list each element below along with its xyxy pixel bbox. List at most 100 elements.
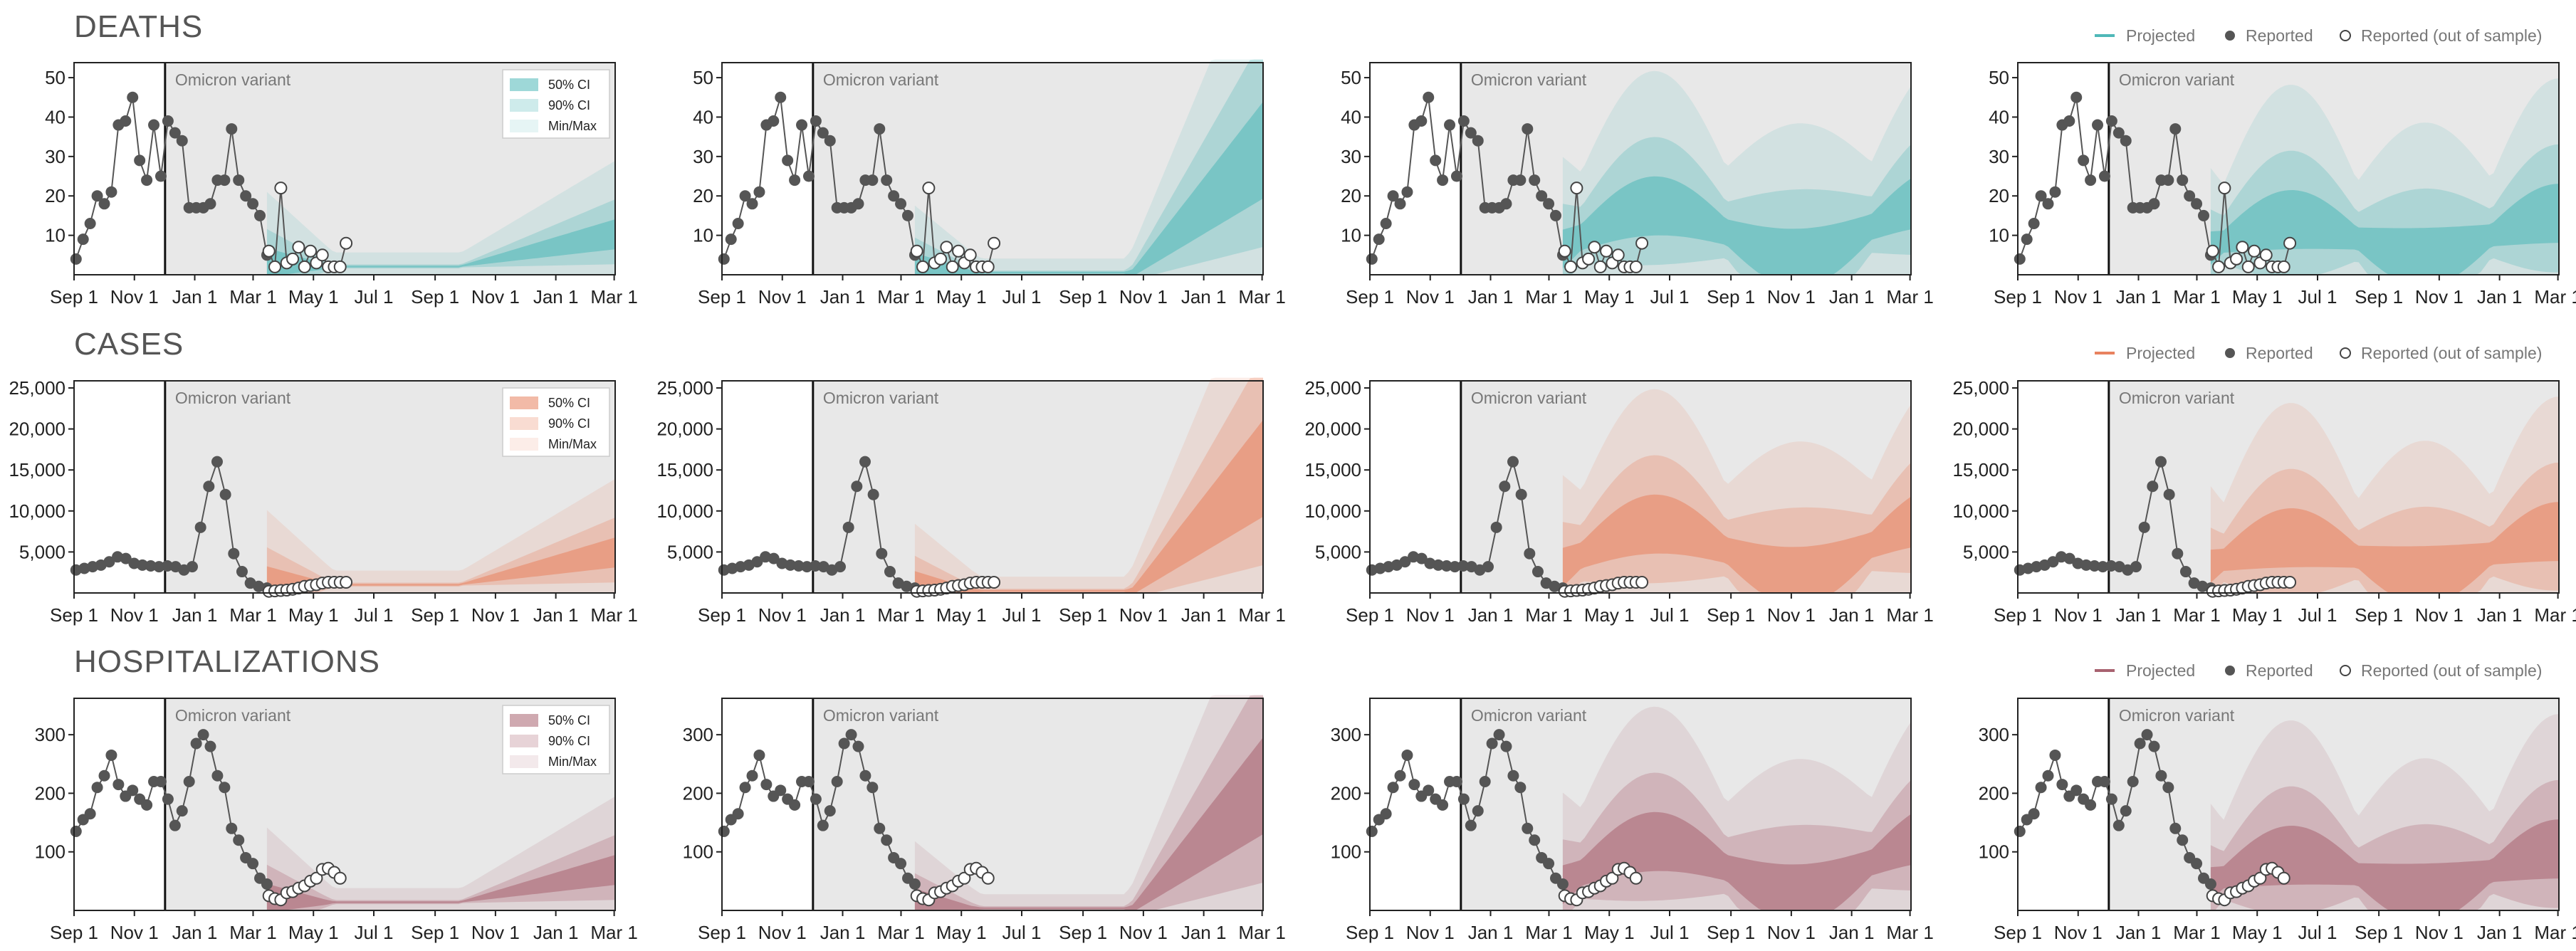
reported-point <box>1556 878 1569 890</box>
reported-point <box>70 253 82 265</box>
reported-point <box>1399 556 1411 568</box>
reported-point <box>909 878 921 890</box>
x-tick-label: May 1 <box>288 604 339 626</box>
x-tick-label: Jan 1 <box>533 922 579 943</box>
x-tick-label: May 1 <box>2232 604 2283 626</box>
ci-legend-swatch <box>510 755 538 768</box>
reported-point <box>105 749 117 761</box>
reported-point <box>1465 127 1477 139</box>
y-tick-label: 20 <box>1341 185 1361 206</box>
legend-reported-label: Reported <box>2246 661 2313 680</box>
reported-point <box>2021 233 2033 246</box>
out-of-sample-point <box>340 236 353 250</box>
out-of-sample-point <box>988 576 1001 589</box>
reported-point <box>254 209 266 221</box>
legend-reported-marker <box>2225 348 2235 358</box>
out-of-sample-point <box>1629 260 1643 273</box>
out-of-sample-point <box>333 260 347 273</box>
out-of-sample-point <box>2283 236 2297 250</box>
reported-point <box>162 559 174 572</box>
reported-point <box>866 174 879 186</box>
x-tick-label: Mar 1 <box>877 604 924 626</box>
reported-point <box>98 769 110 782</box>
panel-frame <box>73 698 616 911</box>
x-tick-label: May 1 <box>288 922 339 943</box>
reported-point <box>824 805 836 817</box>
x-tick-label: Jul 1 <box>1650 604 1690 626</box>
reported-point <box>226 822 238 834</box>
panel-frame <box>2017 698 2560 911</box>
x-tick-label: Jan 1 <box>172 922 218 943</box>
x-tick-label: Mar 1 <box>2534 922 2576 943</box>
y-tick-label: 5,000 <box>1315 541 1361 562</box>
reported-point <box>895 198 907 210</box>
out-of-sample-point <box>340 576 353 589</box>
x-tick-label: Sep 1 <box>2355 286 2403 308</box>
ci-legend-swatch <box>510 78 538 91</box>
x-tick-label: Mar 1 <box>1238 286 1285 308</box>
reported-point <box>1507 769 1519 782</box>
x-tick-label: Jan 1 <box>820 922 866 943</box>
reported-point <box>2169 822 2182 834</box>
reported-point <box>127 91 139 103</box>
reported-point <box>1515 488 1527 500</box>
y-tick-label: 10,000 <box>656 500 713 522</box>
reported-point <box>2092 119 2104 131</box>
panel-hospitalizations-2: Omicron variant 100 200 300 Sep 1 Nov 1 Jan 1 M… <box>683 695 1286 943</box>
x-tick-label: Jul 1 <box>1002 286 1042 308</box>
reported-point <box>176 805 188 817</box>
band-50ci <box>914 737 1263 910</box>
legend-reported-marker <box>2225 666 2235 676</box>
x-tick-label: Sep 1 <box>698 604 746 626</box>
reported-point <box>1437 174 1449 186</box>
band-50ci <box>2210 819 2559 910</box>
x-tick-label: Sep 1 <box>411 922 459 943</box>
reported-point <box>2191 198 2203 210</box>
y-tick-label: 100 <box>35 841 66 863</box>
reported-point <box>2120 135 2132 147</box>
panel-hospitalizations-3: Omicron variant 100 200 300 Sep 1 Nov 1 Jan 1 M… <box>1331 698 1934 943</box>
y-tick-label: 10 <box>1341 225 1361 246</box>
out-of-sample-point <box>1611 248 1625 262</box>
x-tick-label: Sep 1 <box>1346 922 1394 943</box>
out-of-sample-point <box>2236 241 2249 254</box>
panel-deaths-1: Omicron variant 10 20 30 40 50 Sep 1 Nov 1 Jan 1… <box>45 62 638 308</box>
reported-point <box>211 456 223 468</box>
y-tick-label: 20 <box>693 185 713 206</box>
x-tick-label: Nov 1 <box>1119 922 1168 943</box>
reported-point <box>775 784 787 797</box>
y-tick-label: 20 <box>45 185 66 206</box>
reported-point <box>219 174 231 186</box>
reported-point <box>91 782 103 794</box>
x-tick-label: Mar 1 <box>877 922 924 943</box>
reported-point <box>1430 154 1442 167</box>
x-tick-label: Nov 1 <box>758 286 807 308</box>
reported-point <box>2141 729 2153 741</box>
out-of-sample-point <box>2241 260 2255 273</box>
panel-deaths-4: Omicron variant 10 20 30 40 50 Sep 1 Nov 1 Jan 1… <box>1989 62 2576 308</box>
reported-point <box>84 808 96 820</box>
y-tick-label: 30 <box>45 146 66 167</box>
x-tick-label: Nov 1 <box>110 922 159 943</box>
omicron-label: Omicron variant <box>823 70 939 89</box>
x-tick-label: Jul 1 <box>2298 922 2337 943</box>
y-tick-label: 10,000 <box>1952 500 2009 522</box>
band-50ci <box>1562 176 1911 275</box>
reported-point <box>2130 561 2142 573</box>
out-of-sample-point <box>1582 252 1596 266</box>
x-tick-label: Jan 1 <box>2116 286 2162 308</box>
omicron-label: Omicron variant <box>1471 706 1587 725</box>
reported-point <box>789 174 801 186</box>
x-tick-label: Mar 1 <box>1525 604 1572 626</box>
panel-cases-2: Omicron variant 5,000 10,000 15,000 20,000 25… <box>656 377 1285 626</box>
legend-projected-label: Projected <box>2126 344 2195 362</box>
x-tick-label: Nov 1 <box>2054 286 2103 308</box>
reported-point <box>838 737 850 750</box>
y-tick-label: 30 <box>1989 146 2009 167</box>
reported-point <box>2049 186 2061 198</box>
reported-point <box>204 198 216 210</box>
panel-frame <box>2017 380 2560 594</box>
band-50ci <box>1562 494 1911 593</box>
reported-point <box>70 825 82 837</box>
reported-point <box>190 737 202 750</box>
